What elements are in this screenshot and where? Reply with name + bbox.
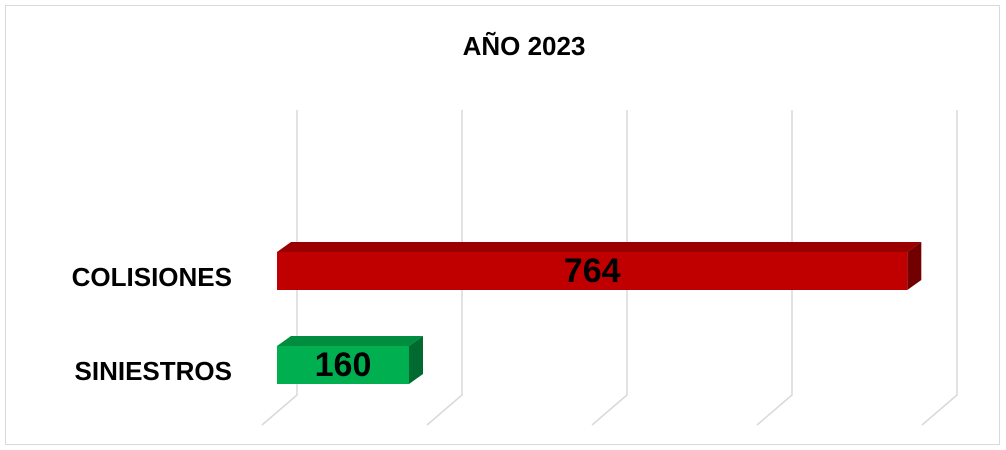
grid-line (426, 110, 463, 426)
value-label: 764 (564, 252, 621, 290)
category-label: COLISIONES (72, 262, 232, 292)
grid-line (921, 110, 958, 426)
grid-line (261, 110, 298, 426)
value-label: 160 (315, 346, 372, 384)
chart-title: AÑO 2023 (463, 31, 586, 61)
bar (277, 252, 908, 290)
grid-line (756, 110, 793, 426)
grid-line (591, 110, 628, 426)
chart-border (5, 5, 1000, 445)
category-label: SINIESTROS (75, 356, 232, 386)
bar-top (277, 242, 922, 252)
bar (277, 346, 409, 384)
bar-side (907, 242, 922, 290)
bar-top (277, 336, 423, 346)
bar-side (409, 336, 423, 384)
